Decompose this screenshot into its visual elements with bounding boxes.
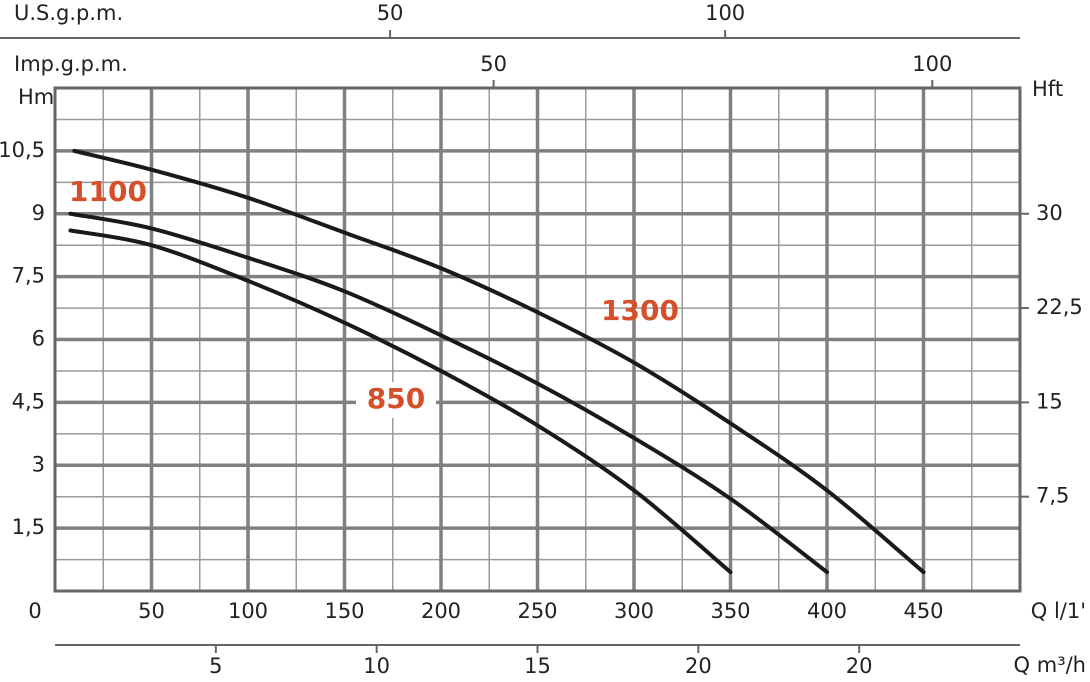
x-tick-label: 450: [903, 599, 943, 623]
second-top-axis-tick-label: 100: [912, 52, 952, 76]
label-bg: [356, 382, 436, 418]
series-label: 850: [367, 382, 425, 415]
x-axis-title: Q l/1': [1031, 599, 1086, 623]
bottom-axis-tick-label: 15: [524, 654, 551, 678]
plot-frame: [53, 86, 1022, 593]
x-tick-label: 100: [228, 599, 268, 623]
bottom-axis-tick-label: 20: [846, 654, 873, 678]
x-tick-label: 50: [138, 599, 165, 623]
x-tick-label: 0: [28, 599, 41, 623]
curve: [68, 211, 829, 575]
top-axis-title: U.S.g.p.m.: [14, 1, 123, 25]
y-tick-label: 4,5: [12, 389, 45, 413]
series-label: 1300: [601, 294, 679, 327]
x-tick-label: 350: [710, 599, 750, 623]
second-top-axis-title: Imp.g.p.m.: [14, 52, 128, 76]
y-tick-label: 3: [32, 452, 45, 476]
y-tick-label: 1,5: [12, 515, 45, 539]
top-axis-tick-label: 50: [377, 1, 404, 25]
y-tick-label: 6: [32, 327, 45, 351]
bottom-axis-tick-label: 20: [685, 654, 712, 678]
x-tick-label: 250: [517, 599, 557, 623]
bottom-axis-title: Q m³/h: [1014, 653, 1086, 677]
curve: [68, 228, 733, 575]
series-label: 1100: [69, 175, 147, 208]
x-tick-label: 300: [614, 599, 654, 623]
x-tick-label: 150: [324, 599, 364, 623]
y2-tick-label: 7,5: [1036, 484, 1069, 508]
y-axis-title: Hm: [18, 85, 54, 109]
top-axis-tick-label: 100: [705, 1, 745, 25]
bottom-axis-tick-label: 10: [363, 654, 390, 678]
y2-tick-label: 22,5: [1036, 295, 1083, 319]
x-tick-label: 200: [421, 599, 461, 623]
curve: [72, 148, 926, 575]
y-tick-label: 7,5: [12, 264, 45, 288]
y2-axis-title: Hft: [1032, 77, 1063, 101]
bottom-axis-tick-label: 5: [209, 654, 222, 678]
y-tick-label: 10,5: [0, 138, 45, 162]
y-tick-label: 9: [32, 201, 45, 225]
second-top-axis-tick-label: 50: [480, 52, 507, 76]
y2-tick-label: 15: [1036, 389, 1063, 413]
x-tick-label: 400: [807, 599, 847, 623]
y2-tick-label: 30: [1036, 201, 1063, 225]
